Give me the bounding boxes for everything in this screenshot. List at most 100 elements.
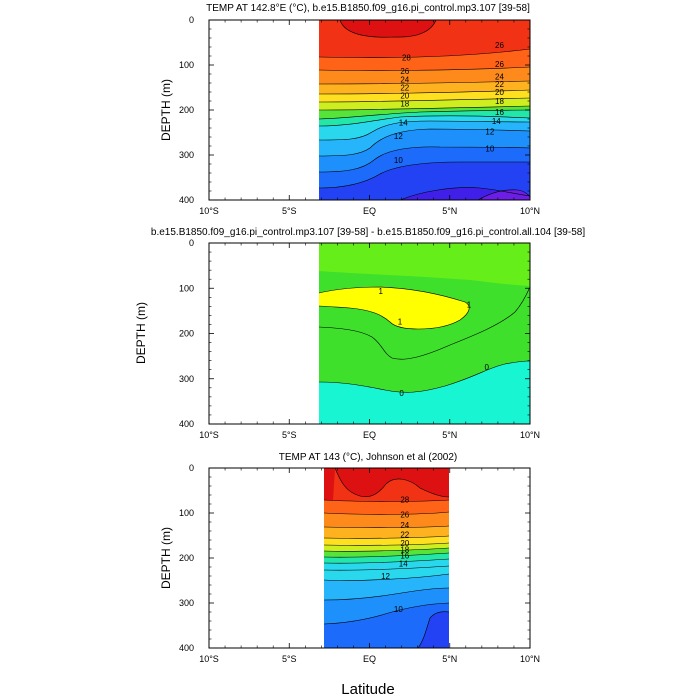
- x-tick-label: 5°S: [282, 430, 297, 440]
- contour-label: 20: [400, 92, 409, 101]
- contour-label: 0: [484, 363, 489, 372]
- panel-1-isolines: [318, 19, 531, 201]
- y-tick-label: 400: [179, 643, 194, 653]
- isoline: [318, 128, 531, 157]
- isoline: [323, 547, 450, 552]
- contour-label: 12: [381, 572, 390, 581]
- contour-label: 28: [400, 496, 409, 505]
- contour-label: 20: [495, 88, 504, 97]
- y-tick-label: 0: [189, 15, 194, 25]
- x-tick-label: 5°N: [442, 654, 457, 664]
- contour-label: 22: [400, 531, 409, 540]
- panel-1-title: TEMP AT 142.8°E (°C), b.e15.B1850.f09_g1…: [206, 3, 530, 14]
- isoline: [477, 189, 531, 201]
- contour-label: 20: [400, 539, 409, 548]
- contour-label: 16: [400, 551, 409, 560]
- isoline: [318, 105, 531, 111]
- y-tick-label: 0: [189, 238, 194, 248]
- isoline: [334, 467, 450, 498]
- isoline: [318, 146, 531, 173]
- contour-label: 26: [495, 41, 504, 50]
- panel-3: TEMP AT 143 (°C), Johnson et al (2002) D…: [159, 452, 540, 664]
- panel-3-title: TEMP AT 143 (°C), Johnson et al (2002): [279, 452, 458, 463]
- x-tick-label: 10°S: [199, 206, 219, 216]
- panel-1: TEMP AT 142.8°E (°C), b.e15.B1850.f09_g1…: [159, 3, 540, 216]
- contour-label: 22: [400, 84, 409, 93]
- x-tick-label: EQ: [363, 206, 376, 216]
- panel-3-y-axis: 0 100 200 300 400: [179, 463, 530, 653]
- contour-label: 24: [495, 72, 504, 81]
- x-axis-label: Latitude: [341, 681, 394, 698]
- contour-label: 12: [394, 132, 403, 141]
- y-tick-label: 100: [179, 283, 194, 293]
- x-tick-label: 5°S: [282, 654, 297, 664]
- y-tick-label: 200: [179, 329, 194, 339]
- panel-1-x-axis: 10°S 5°S EQ 5°N 10°N: [199, 20, 540, 216]
- panel-2: b.e15.B1850.f09_g16.pi_control.mp3.107 […: [134, 227, 585, 440]
- x-tick-label: EQ: [363, 654, 376, 664]
- fill-band-4: [324, 603, 449, 648]
- y-tick-label: 300: [179, 150, 194, 160]
- y-tick-label: 200: [179, 553, 194, 563]
- contour-label: 18: [400, 100, 409, 109]
- isoline: [318, 89, 531, 95]
- isoline: [323, 587, 450, 601]
- contour-label: 12: [485, 128, 494, 137]
- fill-band-gt1: [319, 287, 470, 329]
- x-tick-label: 5°S: [282, 206, 297, 216]
- isoline: [318, 120, 531, 141]
- contour-label: 24: [400, 521, 409, 530]
- isoline: [318, 161, 530, 189]
- isoline: [323, 565, 450, 571]
- isoline: [318, 286, 531, 360]
- panel-1-y-axis: 0 100 200 300 400: [179, 15, 530, 205]
- y-tick-label: 0: [189, 463, 194, 473]
- contour-label: 14: [399, 119, 408, 128]
- isoline: [323, 602, 450, 625]
- isoline: [399, 187, 531, 201]
- contour-label: 22: [495, 80, 504, 89]
- panel-2-contour-labels: 1 1 1 0 0: [379, 287, 490, 398]
- contour-label: 14: [399, 559, 408, 568]
- isoline: [323, 552, 450, 558]
- panel-2-title: b.e15.B1850.f09_g16.pi_control.mp3.107 […: [151, 227, 585, 238]
- isoline: [323, 535, 450, 539]
- isoline: [339, 19, 437, 38]
- x-tick-label: 10°S: [199, 654, 219, 664]
- panel-3-ylabel: DEPTH (m): [159, 527, 173, 589]
- panel-2-isolines: [318, 286, 531, 393]
- contour-label: 26: [400, 510, 409, 519]
- isoline: [318, 115, 531, 127]
- y-tick-label: 300: [179, 598, 194, 608]
- contour-label: 10: [394, 156, 403, 165]
- isoline: [323, 499, 450, 502]
- contour-label: 18: [495, 97, 504, 106]
- contour-label: 1: [467, 301, 472, 310]
- isoline: [318, 97, 531, 103]
- x-tick-label: 10°N: [520, 430, 540, 440]
- contour-label: 14: [492, 117, 501, 126]
- contour-label: 16: [495, 108, 504, 117]
- contour-label: 26: [400, 67, 409, 76]
- y-tick-label: 300: [179, 374, 194, 384]
- panel-2-ylabel: DEPTH (m): [134, 302, 148, 364]
- panel-1-ylabel: DEPTH (m): [159, 79, 173, 141]
- contour-label: 10: [485, 144, 494, 153]
- contour-label: 1: [379, 287, 384, 296]
- y-tick-label: 100: [179, 508, 194, 518]
- panel-2-fills: [319, 243, 530, 424]
- contour-label: 28: [402, 53, 411, 62]
- panel-3-isolines: [323, 467, 450, 649]
- x-tick-label: 5°N: [442, 206, 457, 216]
- contour-label: 0: [399, 389, 404, 398]
- panel-3-x-axis: 10°S 5°S EQ 5°N 10°N: [199, 468, 540, 664]
- contour-label: 18: [400, 545, 409, 554]
- y-tick-label: 400: [179, 419, 194, 429]
- isoline: [323, 542, 450, 546]
- isoline: [318, 80, 531, 85]
- fill-band-2: [418, 611, 449, 648]
